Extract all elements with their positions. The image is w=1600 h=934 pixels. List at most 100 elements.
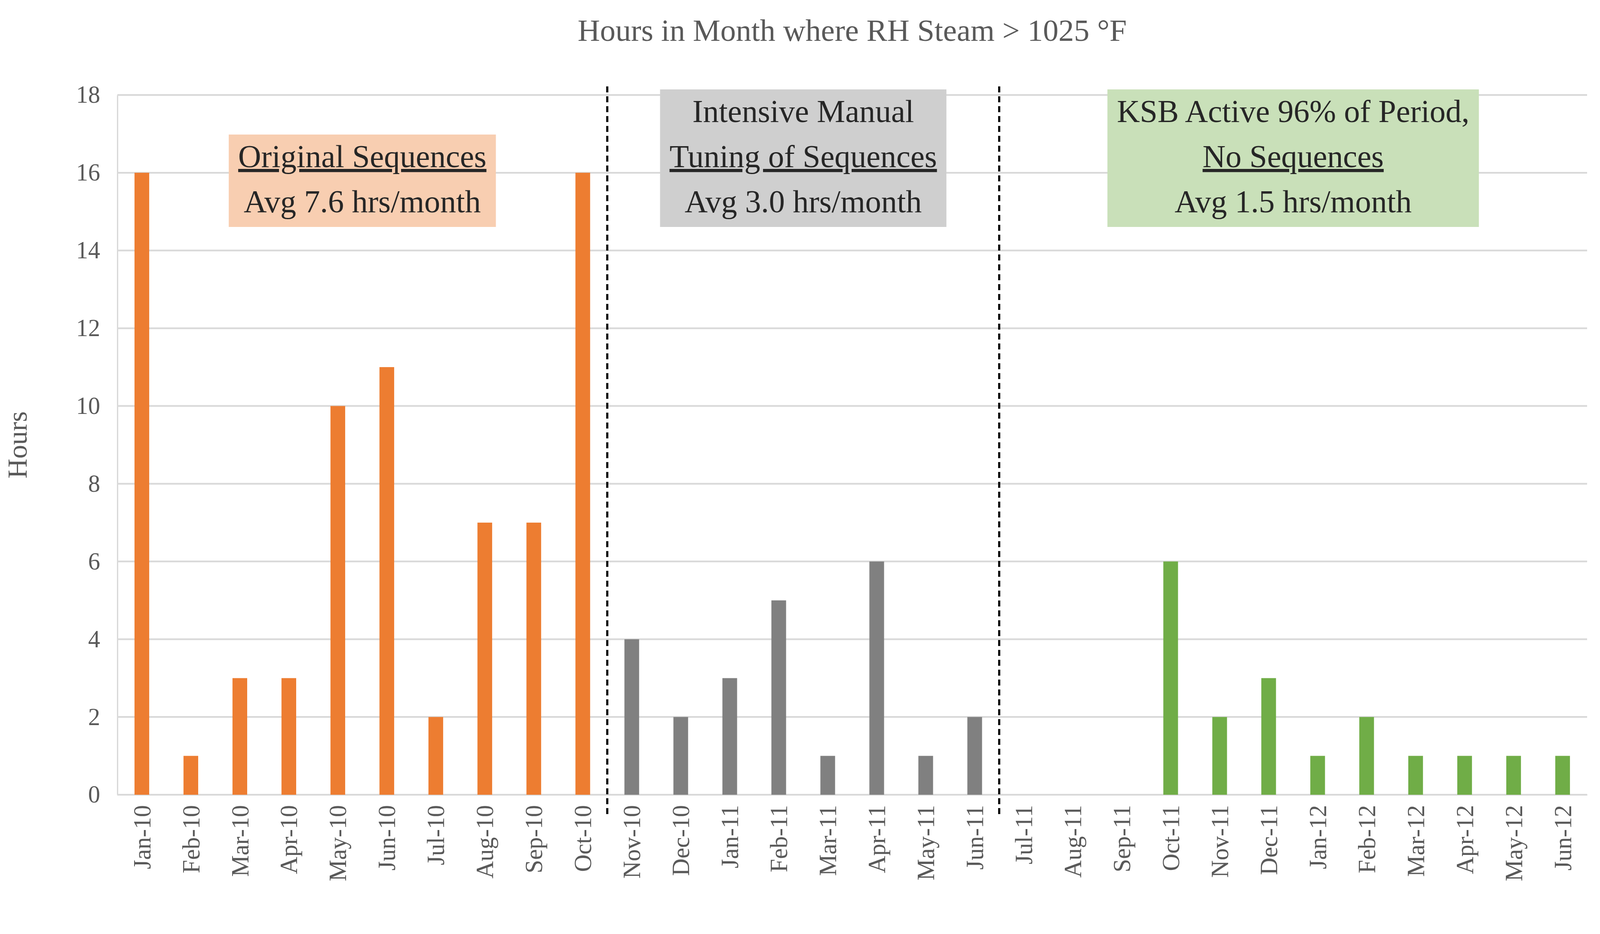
- annotation-text: Avg 7.6 hrs/month: [243, 183, 482, 220]
- x-tick-label: May-10: [324, 805, 352, 882]
- x-tick-label: Jul-10: [422, 805, 450, 866]
- x-tick-label: Jun-11: [961, 805, 989, 870]
- bar: [477, 522, 493, 795]
- period-separator: [998, 86, 1001, 815]
- bar: [1261, 678, 1276, 795]
- bar: [526, 522, 542, 795]
- bar: [1114, 794, 1129, 796]
- x-tick: Sep-10: [520, 794, 548, 874]
- y-tick-label: 16: [76, 159, 101, 186]
- x-tick: Jun-12: [1549, 794, 1577, 871]
- x-tick-label: Jun-12: [1549, 805, 1577, 871]
- bar: [1457, 756, 1472, 795]
- bar: [820, 756, 835, 795]
- y-tick: 0: [88, 781, 118, 808]
- x-axis: Jan-10 Feb-10 Mar-10 Apr-10 May-10 Jun-10 Jul-…: [117, 794, 1588, 882]
- x-tick-label: Jun-10: [373, 805, 401, 871]
- bar: [673, 717, 689, 795]
- bar: [330, 406, 346, 795]
- y-tick: 12: [76, 314, 118, 342]
- bar: [1506, 756, 1521, 795]
- x-tick: Mar-10: [226, 794, 254, 877]
- x-tick-label: Oct-10: [569, 805, 597, 873]
- annotation: Intensive ManualTuning of SequencesAvg 3…: [659, 89, 947, 227]
- x-tick: Feb-12: [1353, 794, 1381, 874]
- x-tick-label: Nov-11: [1206, 805, 1234, 878]
- x-tick: Dec-10: [667, 794, 695, 877]
- x-tick-label: Sep-11: [1108, 805, 1136, 873]
- grid-line: [117, 327, 1588, 330]
- annotation: Original SequencesAvg 7.6 hrs/month: [228, 134, 496, 227]
- x-tick: Oct-11: [1157, 794, 1185, 871]
- grid: [117, 95, 1588, 795]
- bar: [771, 600, 786, 795]
- x-tick-label: Apr-10: [275, 805, 303, 875]
- x-tick-label: Jul-11: [1010, 805, 1038, 865]
- bar: [869, 561, 884, 795]
- bar: [575, 172, 591, 795]
- x-tick: May-12: [1500, 794, 1528, 882]
- x-tick: May-11: [912, 794, 940, 881]
- bar: [1016, 794, 1031, 796]
- x-tick-label: Dec-10: [667, 805, 695, 877]
- y-tick-label: 10: [76, 392, 101, 420]
- bar: [1310, 756, 1325, 795]
- x-tick-label: Feb-11: [765, 805, 793, 873]
- y-tick: 8: [88, 470, 118, 497]
- annotation-text: Avg 1.5 hrs/month: [1174, 183, 1412, 220]
- bar: [1065, 794, 1080, 796]
- bar: [281, 678, 297, 795]
- x-tick-label: Jan-10: [128, 805, 156, 870]
- bars: [134, 172, 1570, 795]
- bar: [428, 717, 444, 795]
- x-tick: Jul-11: [1010, 794, 1038, 865]
- y-tick: 18: [76, 81, 118, 108]
- y-tick-label: 0: [88, 781, 101, 808]
- x-tick: Jul-10: [422, 794, 450, 866]
- chart: Hours in Month where RH Steam > 1025 °FH…: [0, 0, 1600, 934]
- bar: [624, 639, 640, 795]
- annotation-text: KSB Active 96% of Period,: [1116, 93, 1470, 129]
- x-tick: Jan-10: [128, 794, 156, 870]
- bar: [967, 717, 982, 795]
- bar: [134, 172, 150, 795]
- x-tick: Sep-11: [1108, 794, 1136, 873]
- y-axis-title: Hours: [2, 411, 33, 479]
- bar: [183, 756, 199, 795]
- x-tick: Aug-11: [1059, 794, 1087, 878]
- y-tick: 4: [88, 625, 118, 653]
- y-tick: 14: [76, 236, 118, 264]
- x-tick-label: Sep-10: [520, 805, 548, 874]
- x-tick: Mar-12: [1402, 794, 1430, 877]
- x-tick: Jun-11: [961, 794, 989, 870]
- y-tick-label: 4: [88, 625, 101, 653]
- x-tick-label: Apr-11: [863, 805, 891, 874]
- bar: [1408, 756, 1423, 795]
- bar: [918, 756, 933, 795]
- x-tick-label: Mar-12: [1402, 805, 1430, 877]
- y-tick-label: 14: [76, 236, 101, 264]
- y-tick-label: 6: [88, 548, 101, 575]
- x-tick-label: Feb-12: [1353, 805, 1381, 874]
- bar: [722, 678, 737, 795]
- annotation-box: [659, 89, 947, 227]
- y-axis: 0 2 4 6 8 10 12 14 16 18: [76, 81, 118, 808]
- y-tick: 10: [76, 392, 118, 420]
- x-tick: Aug-10: [471, 794, 499, 879]
- x-tick-label: Jan-11: [716, 805, 744, 869]
- x-tick-label: Feb-10: [177, 805, 205, 874]
- y-tick: 2: [88, 703, 118, 731]
- annotation-text: Tuning of Sequences: [669, 138, 937, 175]
- x-tick-label: Mar-10: [226, 805, 254, 877]
- y-tick: 16: [76, 159, 118, 186]
- x-tick: Jan-12: [1304, 794, 1332, 870]
- annotation-box: [228, 134, 496, 227]
- x-tick: Mar-11: [814, 794, 842, 877]
- x-tick: Jan-11: [716, 794, 744, 869]
- x-tick: Dec-11: [1255, 794, 1283, 876]
- x-tick-label: Oct-11: [1157, 805, 1185, 871]
- x-tick-label: Aug-10: [471, 805, 499, 879]
- bar: [1163, 561, 1178, 795]
- x-tick: Oct-10: [569, 794, 597, 873]
- x-tick-label: Jan-12: [1304, 805, 1332, 870]
